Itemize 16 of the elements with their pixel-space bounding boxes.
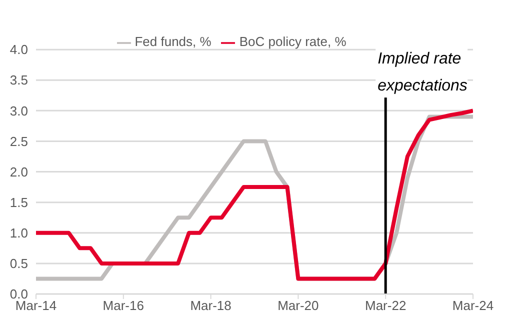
y-tick-label: 4.0 — [10, 42, 28, 58]
y-tick-label: 3.5 — [10, 72, 28, 88]
x-tick-label: Mar-24 — [452, 298, 494, 314]
legend-label: BoC policy rate, % — [239, 34, 346, 49]
y-tick-label: 2.5 — [10, 134, 28, 149]
legend-label: Fed funds, % — [134, 34, 212, 49]
y-tick-label: 0.5 — [10, 256, 28, 272]
y-tick-label: 1.0 — [10, 226, 28, 241]
y-tick-label: 2.0 — [10, 164, 28, 180]
x-tick-label: Mar-16 — [102, 298, 144, 314]
y-tick-label: 3.0 — [10, 103, 28, 118]
x-tick-label: Mar-22 — [365, 298, 406, 314]
y-tick-label: 1.5 — [10, 194, 28, 210]
x-tick-label: Mar-20 — [278, 298, 319, 314]
ref-line-label: Implied rate expectations — [378, 50, 468, 95]
x-tick-label: Mar-18 — [190, 298, 232, 314]
